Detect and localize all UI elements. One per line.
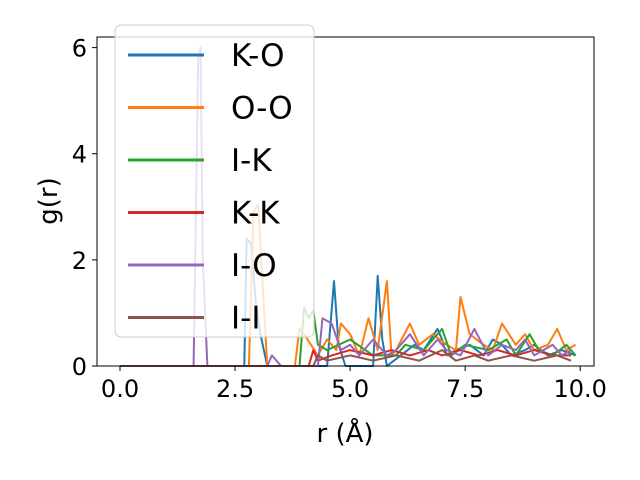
legend-label: I-I — [231, 301, 260, 337]
legend-label: K-O — [231, 38, 285, 74]
x-tick-label: 7.5 — [446, 375, 484, 403]
y-tick-label: 6 — [72, 35, 87, 63]
legend-label: K-K — [231, 196, 280, 232]
y-tick-label: 0 — [72, 353, 87, 381]
y-axis-ticks: 0 2 4 6 — [72, 35, 97, 381]
series-line-i-i — [120, 349, 572, 367]
y-tick-label: 2 — [72, 247, 87, 275]
x-axis-ticks: 0.0 2.5 5.0 7.5 10.0 — [101, 366, 607, 403]
legend-label: I-O — [231, 248, 277, 284]
legend-label: O-O — [231, 91, 293, 127]
x-tick-label: 5.0 — [331, 375, 369, 403]
y-tick-label: 4 — [72, 141, 87, 169]
legend: K-O O-O I-K K-K I-O I-I — [114, 24, 315, 338]
x-tick-label: 0.0 — [101, 375, 139, 403]
y-axis-label: g(r) — [34, 177, 64, 224]
x-tick-label: 2.5 — [216, 375, 254, 403]
legend-label: I-K — [231, 143, 272, 179]
x-tick-label: 10.0 — [553, 375, 606, 403]
legend-box — [114, 24, 315, 338]
plot-frame — [96, 36, 595, 367]
x-axis-label: r (Å) — [316, 417, 373, 449]
